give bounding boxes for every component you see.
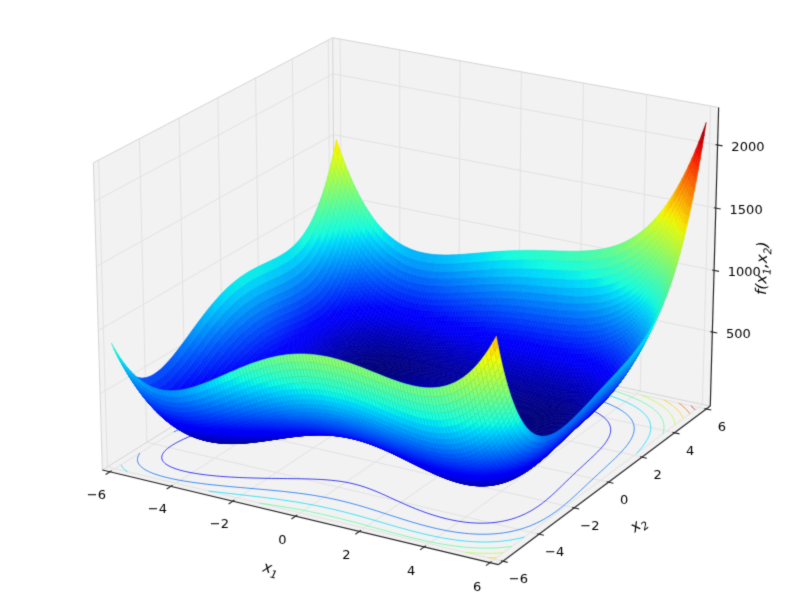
surface-plot-canvas — [0, 0, 800, 600]
figure-3d-surface-plot — [0, 0, 800, 600]
